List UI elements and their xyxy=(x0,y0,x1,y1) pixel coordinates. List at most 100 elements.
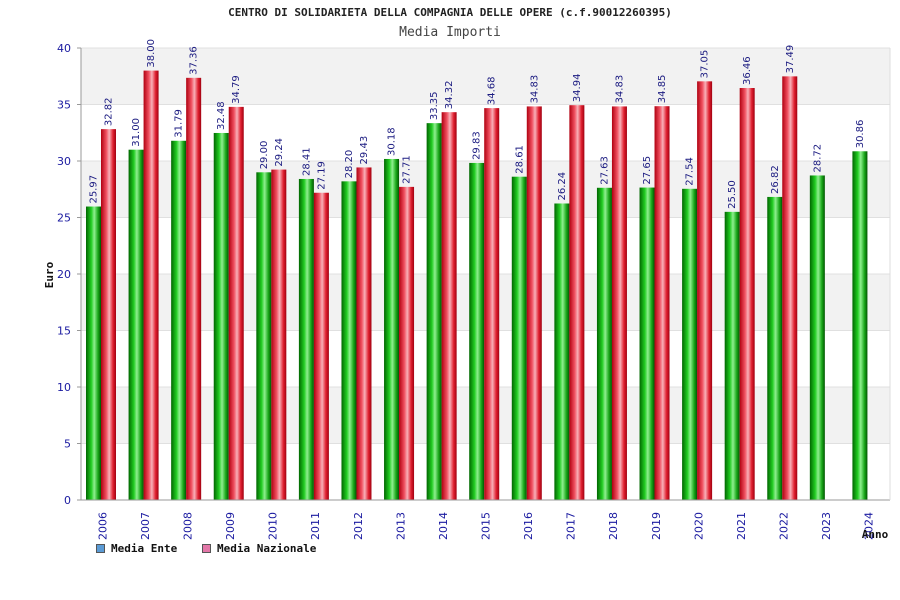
bar-media-ente-2023 xyxy=(809,175,825,501)
data-label-media-nazionale-2022: 37.49 xyxy=(785,45,796,74)
bar-media-nazionale-2006 xyxy=(101,129,116,500)
data-label-media-ente-2008: 31.79 xyxy=(174,109,185,138)
legend-item-media-nazionale: Media Nazionale xyxy=(202,542,316,555)
x-tick-label: 2018 xyxy=(607,512,620,540)
data-label-media-ente-2010: 29.00 xyxy=(259,141,270,170)
bar-media-nazionale-2011 xyxy=(313,192,329,501)
y-tick-label: 30 xyxy=(57,155,71,168)
x-tick-label: 2015 xyxy=(480,512,493,540)
data-label-media-ente-2012: 28.20 xyxy=(344,150,355,179)
bar-media-nazionale-2014 xyxy=(441,112,457,501)
bar-media-ente-2013 xyxy=(384,158,400,500)
data-label-media-ente-2016: 28.61 xyxy=(514,145,525,174)
y-tick-label: 35 xyxy=(57,99,71,112)
bar-media-nazionale-2022 xyxy=(782,76,798,500)
bar-media-ente-2019 xyxy=(639,187,655,500)
bar-media-ente-2021 xyxy=(724,211,740,500)
data-label-media-ente-2011: 28.41 xyxy=(301,147,312,176)
x-tick-label: 2016 xyxy=(522,512,535,540)
y-tick-label: 40 xyxy=(57,42,71,55)
x-tick-label: 2007 xyxy=(139,512,152,540)
bar-media-nazionale-2016 xyxy=(526,106,542,501)
y-tick-label: 0 xyxy=(64,494,71,507)
y-axis-label: Euro xyxy=(43,261,56,288)
x-tick-label: 2024 xyxy=(863,512,876,540)
data-label-media-ente-2007: 31.00 xyxy=(131,118,142,147)
bar-media-nazionale-2013 xyxy=(399,186,415,500)
data-label-media-nazionale-2011: 27.19 xyxy=(316,161,327,190)
data-label-media-ente-2009: 32.48 xyxy=(216,101,227,130)
data-label-media-ente-2020: 27.54 xyxy=(685,157,696,186)
x-tick-label: 2012 xyxy=(352,512,365,540)
bar-media-nazionale-2020 xyxy=(697,81,713,501)
bar-media-nazionale-2018 xyxy=(611,106,627,501)
y-tick-label: 5 xyxy=(64,438,71,451)
x-tick-label: 2021 xyxy=(735,512,748,540)
data-label-media-nazionale-2008: 37.36 xyxy=(189,46,200,75)
data-label-media-nazionale-2006: 32.82 xyxy=(104,97,115,126)
data-label-media-ente-2021: 25.50 xyxy=(727,180,738,209)
bar-media-nazionale-2015 xyxy=(484,108,500,500)
data-label-media-nazionale-2015: 34.68 xyxy=(487,76,498,105)
bar-media-ente-2007 xyxy=(128,149,144,500)
bar-media-nazionale-2012 xyxy=(356,167,372,501)
bar-media-ente-2006 xyxy=(86,206,101,500)
bar-media-ente-2020 xyxy=(682,188,698,500)
data-label-media-ente-2018: 27.63 xyxy=(599,156,610,185)
data-label-media-nazionale-2018: 34.83 xyxy=(614,75,625,104)
x-tick-label: 2014 xyxy=(437,512,450,540)
data-label-media-ente-2022: 26.82 xyxy=(770,165,781,194)
data-label-media-ente-2015: 29.83 xyxy=(472,131,483,160)
data-label-media-ente-2017: 26.24 xyxy=(557,172,568,201)
grid-band xyxy=(81,48,890,105)
y-tick-label: 15 xyxy=(57,325,71,338)
bar-media-ente-2022 xyxy=(767,196,783,500)
x-tick-label: 2008 xyxy=(181,512,194,540)
x-tick-label: 2009 xyxy=(224,512,237,540)
data-label-media-nazionale-2007: 38.00 xyxy=(146,39,157,68)
x-tick-label: 2017 xyxy=(565,512,578,540)
x-tick-label: 2020 xyxy=(692,512,705,540)
data-label-media-nazionale-2016: 34.83 xyxy=(529,75,540,104)
bar-media-ente-2015 xyxy=(469,162,485,500)
bar-media-ente-2014 xyxy=(426,123,442,501)
data-label-media-nazionale-2013: 27.71 xyxy=(402,155,413,184)
data-label-media-nazionale-2019: 34.85 xyxy=(657,75,668,104)
x-tick-label: 2023 xyxy=(820,512,833,540)
bar-media-ente-2011 xyxy=(298,178,314,501)
chart-title: CENTRO DI SOLIDARIETA DELLA COMPAGNIA DE… xyxy=(228,6,672,19)
bar-media-ente-2024 xyxy=(852,151,868,501)
legend-swatch-media-nazionale xyxy=(202,544,211,553)
legend-label-media-ente: Media Ente xyxy=(111,542,178,555)
bar-media-nazionale-2009 xyxy=(228,106,244,501)
x-tick-label: 2013 xyxy=(394,512,407,540)
bar-media-ente-2016 xyxy=(511,176,527,500)
data-label-media-nazionale-2009: 34.79 xyxy=(231,75,242,104)
data-label-media-ente-2006: 25.97 xyxy=(89,175,100,204)
legend-label-media-nazionale: Media Nazionale xyxy=(217,542,317,555)
y-tick-label: 25 xyxy=(57,212,71,225)
chart-subtitle: Media Importi xyxy=(399,25,501,40)
data-label-media-nazionale-2021: 36.46 xyxy=(742,56,753,85)
bar-media-ente-2018 xyxy=(596,187,612,500)
data-label-media-ente-2024: 30.86 xyxy=(855,120,866,149)
data-label-media-ente-2023: 28.72 xyxy=(812,144,823,173)
x-axis-label: Anno xyxy=(862,528,889,541)
bar-media-ente-2012 xyxy=(341,181,357,500)
y-tick-label: 10 xyxy=(57,381,71,394)
x-tick-label: 2022 xyxy=(778,512,791,540)
data-label-media-ente-2014: 33.35 xyxy=(429,92,440,121)
data-label-media-ente-2013: 30.18 xyxy=(387,127,398,156)
bar-media-ente-2017 xyxy=(554,203,570,500)
bar-media-nazionale-2017 xyxy=(569,105,585,500)
bar-media-ente-2009 xyxy=(213,132,229,500)
data-label-media-ente-2019: 27.65 xyxy=(642,156,653,185)
x-tick-label: 2010 xyxy=(267,512,280,540)
bar-media-nazionale-2019 xyxy=(654,106,670,500)
data-label-media-nazionale-2010: 29.24 xyxy=(274,138,285,167)
x-tick-label: 2011 xyxy=(309,512,322,540)
legend-item-media-ente: Media Ente xyxy=(96,542,177,555)
x-tick-label: 2006 xyxy=(96,512,109,540)
bar-media-ente-2010 xyxy=(256,172,272,501)
